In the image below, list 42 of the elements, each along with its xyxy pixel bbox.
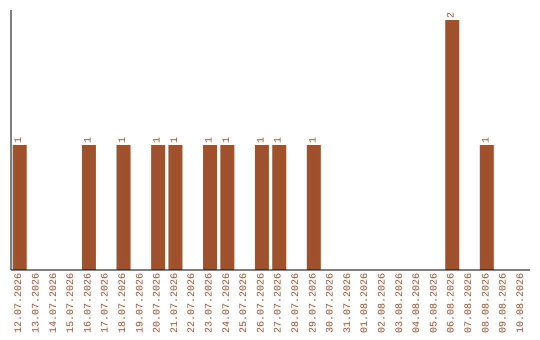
data-label: 1: [152, 136, 164, 143]
data-label: 1: [170, 136, 181, 143]
x-tick-label: 27.07.2026: [274, 273, 285, 334]
data-label: 1: [222, 136, 233, 143]
x-tick-label: 17.07.2026: [100, 273, 112, 334]
x-tick-label: 01.08.2026: [360, 273, 372, 334]
x-tick-label: 22.07.2026: [187, 273, 198, 334]
x-tick-label: 24.07.2026: [222, 273, 233, 334]
x-tick-label: 28.07.2026: [290, 273, 302, 334]
x-tick-label: 26.07.2026: [256, 273, 268, 334]
x-tick-label: 12.07.2026: [14, 273, 26, 334]
data-label: 1: [83, 136, 94, 143]
x-tick-label: 16.07.2026: [83, 273, 94, 334]
x-tick-label: 14.07.2026: [48, 273, 60, 334]
x-tick-label: 07.08.2026: [464, 273, 475, 334]
x-tick-label: 10.08.2026: [516, 273, 527, 334]
x-tick-label: 31.07.2026: [342, 273, 354, 334]
data-label: 1: [118, 136, 130, 143]
x-tick-label: 20.07.2026: [152, 273, 164, 334]
x-tick-label: 18.07.2026: [118, 273, 129, 334]
data-label: 1: [256, 136, 268, 143]
x-tick-label: 03.08.2026: [394, 273, 406, 334]
data-label: 1: [308, 136, 320, 143]
x-tick-label: 23.07.2026: [204, 273, 216, 334]
x-tick-label: 13.07.2026: [31, 273, 42, 334]
x-tick-label: 19.07.2026: [135, 273, 146, 334]
x-tick-label: 21.07.2026: [170, 273, 181, 334]
x-tick-label: 09.08.2026: [498, 273, 510, 334]
data-label: 1: [14, 136, 26, 143]
x-tick-label: 02.08.2026: [377, 273, 388, 334]
data-label: 1: [204, 136, 216, 143]
x-tick-label: 08.08.2026: [481, 273, 492, 334]
x-tick-label: 04.08.2026: [412, 273, 424, 334]
x-tick-label: 30.07.2026: [326, 273, 337, 334]
data-label: 1: [481, 136, 492, 143]
x-tick-label: 06.08.2026: [446, 273, 458, 334]
x-tick-label: 15.07.2026: [66, 273, 78, 334]
data-label: 2: [446, 12, 458, 18]
x-tick-label: 05.08.2026: [429, 273, 440, 334]
x-tick-label: 29.07.2026: [308, 273, 320, 334]
x-tick-label: 25.07.2026: [239, 273, 250, 334]
data-label: 1: [274, 136, 285, 143]
